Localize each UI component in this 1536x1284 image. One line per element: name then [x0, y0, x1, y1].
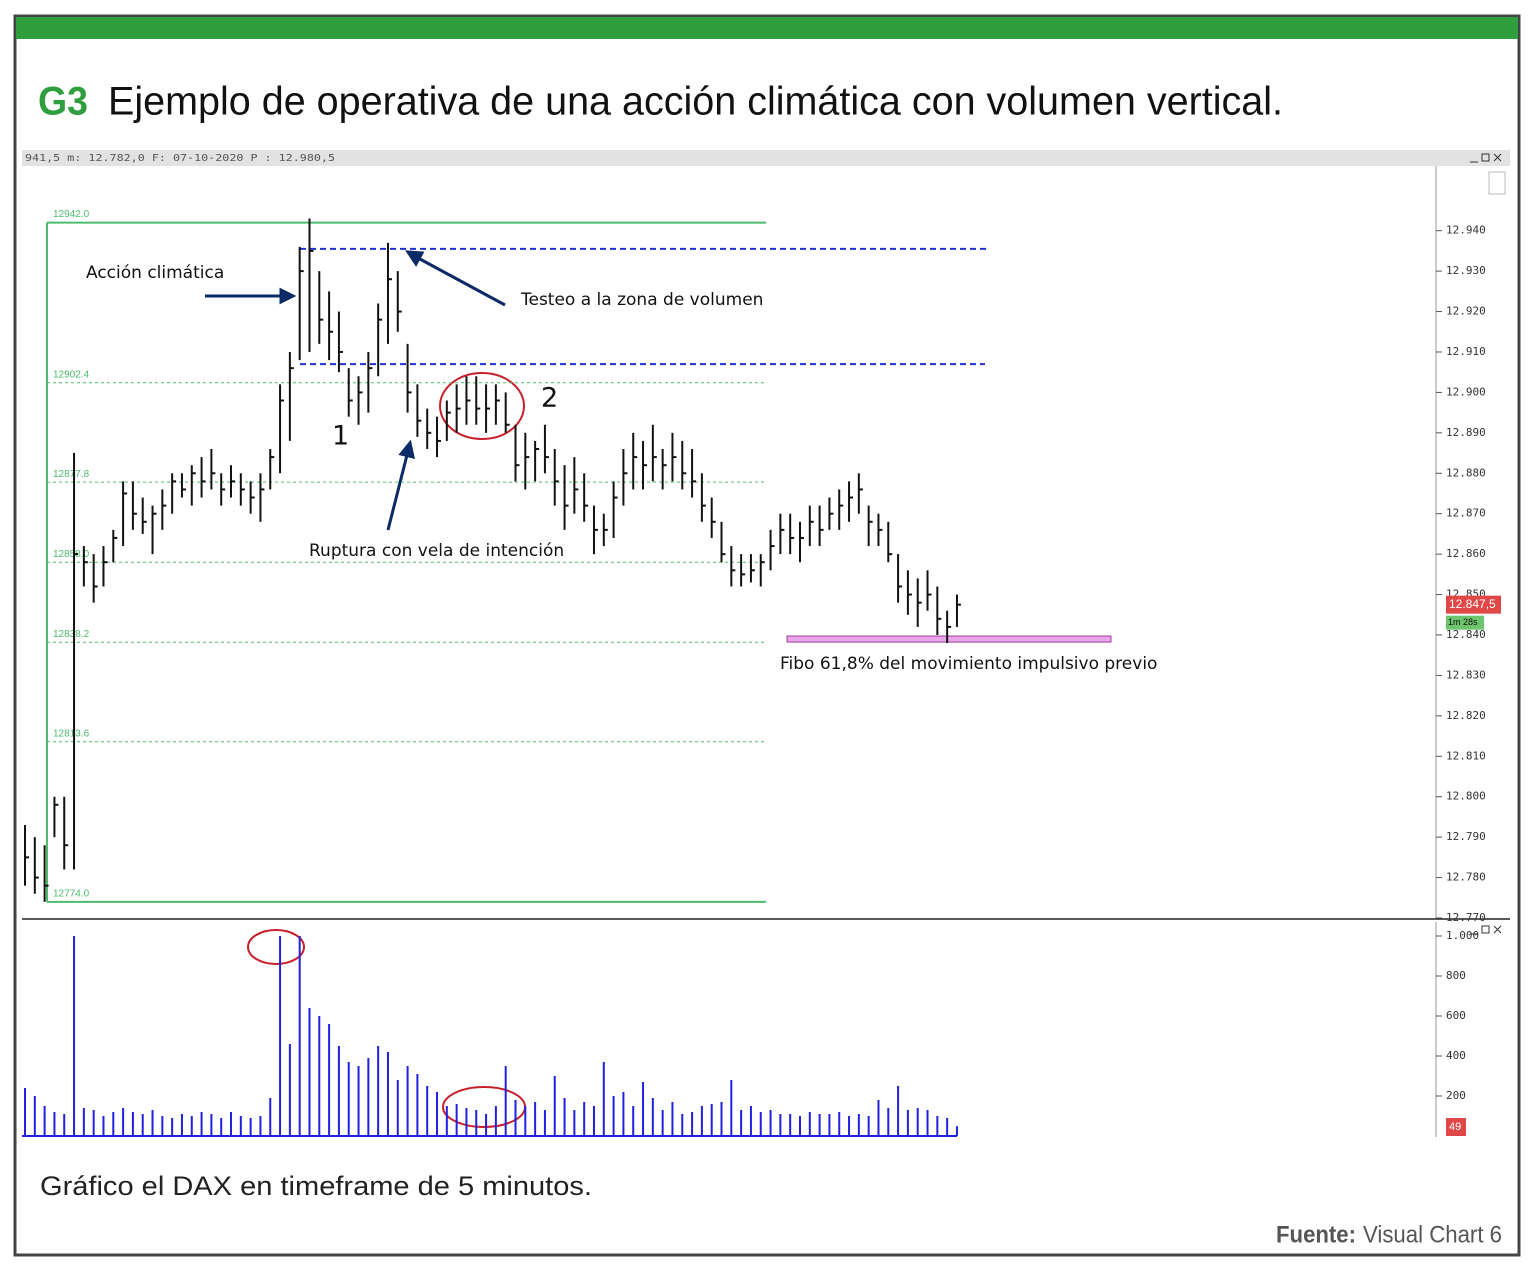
y-tick-label: 12.860 [1446, 547, 1486, 560]
y-tick-label: 12.870 [1446, 507, 1486, 520]
annotation: Testeo a la zona de volumen [520, 290, 763, 310]
y-tick-label: 12.840 [1446, 628, 1486, 641]
caption: Gráfico el DAX en timeframe de 5 minutos… [40, 1171, 592, 1201]
last-volume-box [1446, 1118, 1466, 1136]
y-tick-label: 12.770 [1446, 911, 1486, 924]
window-controls [1470, 153, 1502, 935]
y-tick-label: 12.800 [1446, 790, 1486, 803]
annotation: 1 [332, 421, 349, 452]
fib-label: 12858.0 [53, 549, 90, 560]
annotation: 2 [541, 383, 558, 414]
y-tick-label: 12.930 [1446, 264, 1486, 277]
header-bar [16, 17, 1518, 39]
last-price-box [1446, 595, 1501, 614]
timer-box [1446, 615, 1484, 630]
fib-label: 12902.4 [53, 369, 90, 380]
y-tick-label: 12.820 [1446, 709, 1486, 722]
arrows [205, 250, 506, 531]
info-text: 941,5 m: 12.782,0 F: 07-10-2020 P : 12.9… [25, 153, 335, 164]
axis-button [1488, 171, 1506, 195]
annotation: Fibo 61,8% del movimiento impulsivo prev… [780, 654, 1157, 674]
fib-label: 12942.0 [53, 209, 90, 220]
fib-label: 12774.0 [53, 888, 90, 899]
last-volume-label: 49 [1449, 1121, 1461, 1133]
frame [13, 14, 1521, 1257]
y-tick-label: 12.910 [1446, 345, 1486, 358]
annotation: Ruptura con vela de intención [309, 541, 564, 561]
fib-label: 12838.2 [53, 629, 90, 640]
highlight-ellipse [247, 929, 305, 965]
target-band [786, 635, 1112, 643]
source-label: Fuente: [1276, 1221, 1356, 1248]
y-tick-label: 12.790 [1446, 830, 1486, 843]
y-tick-label: 12.780 [1446, 871, 1486, 884]
figure-label: G3 [38, 80, 88, 124]
y-tick-label: 12.940 [1446, 224, 1486, 237]
source-text: Visual Chart 6 [1363, 1221, 1502, 1248]
fib-label: 12813.6 [53, 728, 90, 739]
y-tick-label: 12.890 [1446, 426, 1486, 439]
highlight-ellipse [439, 372, 525, 440]
y-tick-label: 400 [1446, 1049, 1466, 1062]
y-tick-label: 200 [1446, 1089, 1466, 1102]
timer-label: 1m 28s [1448, 617, 1478, 627]
y-tick-label: 800 [1446, 969, 1466, 982]
y-tick-label: 12.920 [1446, 305, 1486, 318]
annotation: Acción climática [86, 263, 224, 283]
y-tick-label: 1.000 [1446, 929, 1479, 942]
y-tick-label: 12.880 [1446, 466, 1486, 479]
y-tick-label: 12.830 [1446, 668, 1486, 681]
y-tick-label: 600 [1446, 1009, 1466, 1022]
figure-title: Ejemplo de operativa de una acción climá… [108, 80, 1283, 124]
y-tick-label: 12.810 [1446, 749, 1486, 762]
fib-label: 12877.8 [53, 469, 90, 480]
info-bar [22, 150, 1510, 166]
last-price-label: 12.847,5 [1449, 597, 1496, 611]
y-tick-label: 12.900 [1446, 385, 1486, 398]
